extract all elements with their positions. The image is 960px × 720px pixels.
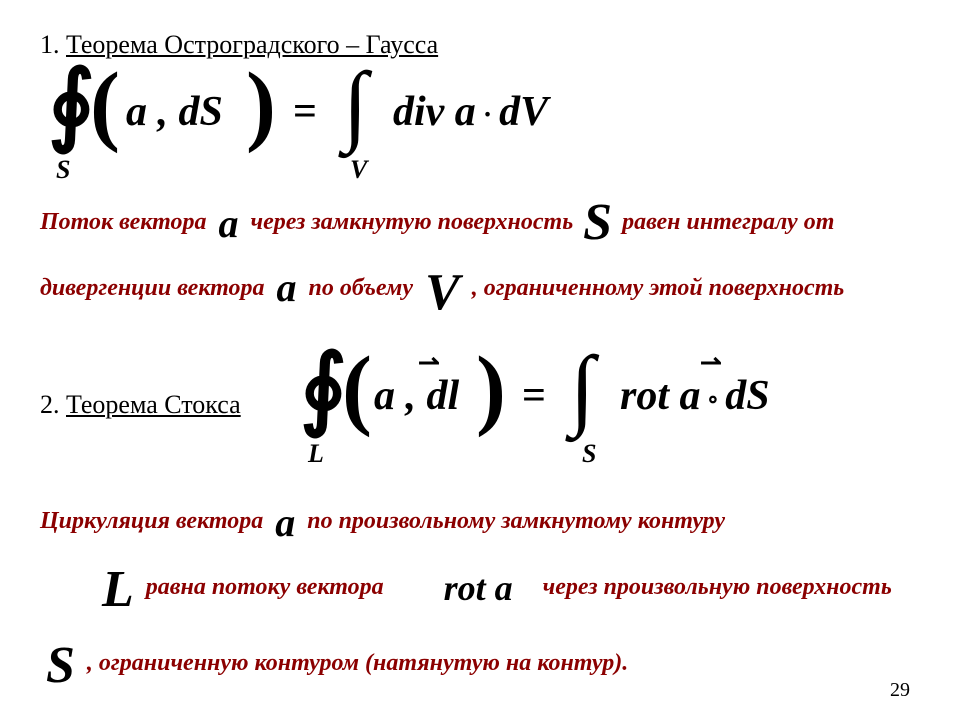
p2-t2: по произвольному замкнутому контуру [307, 508, 725, 534]
right-paren: ) [476, 344, 506, 434]
symbol-rot-a: rot a [438, 562, 519, 614]
dot-operator: ∘ [701, 387, 726, 412]
p2-t3: равна потоку вектора [146, 574, 384, 600]
int-subscript-V: V [350, 155, 367, 185]
rhs-dS: dS [725, 373, 769, 419]
equals-sign: = [293, 88, 317, 136]
equals-sign: = [522, 372, 546, 420]
p1-t2: через замкнутую поверхность [250, 209, 573, 235]
oint-symbol: ∮ [48, 60, 95, 150]
integrand-left: a , dS [126, 88, 223, 136]
symbol-S: S [40, 628, 81, 703]
dot-operator: · [476, 99, 499, 130]
oint-symbol: ∮ [300, 344, 347, 434]
heading-2: 2. Теорема Стокса [40, 390, 241, 420]
int-symbol: ∫ [570, 344, 595, 434]
row-theorem-2: 2. Теорема Стокса ∮ L ( ⇀ a , dl ) = ∫ S… [40, 350, 920, 470]
integrand-right: rot a ∘ dS [620, 372, 770, 420]
p2-t1: Циркуляция вектора [40, 508, 263, 534]
int-symbol: ∫ [343, 60, 368, 150]
theorem-1-statement: Поток вектора a через замкнутую поверхно… [40, 188, 920, 328]
symbol-V: V [419, 258, 466, 328]
heading-1: 1. Теорема Остроградского – Гаусса [40, 30, 920, 60]
left-paren: ( [342, 344, 372, 434]
heading-2-title: Теорема Стокса [66, 390, 241, 419]
heading-2-number: 2. [40, 390, 60, 419]
rhs-rot-a: rot a [620, 373, 701, 419]
integrand-left: a , dl [374, 372, 459, 420]
right-paren: ) [246, 60, 276, 150]
int-subscript-S: S [582, 439, 596, 469]
oint-subscript-S: S [56, 155, 70, 185]
left-paren: ( [90, 60, 120, 150]
theorem-2-statement: Циркуляция вектора a по произвольному за… [40, 494, 920, 703]
oint-subscript-L: L [308, 439, 324, 469]
equation-gauss: ∮ S ( a , dS ) = ∫ V div a · dV [48, 70, 920, 180]
integrand-right: div a · dV [393, 88, 548, 136]
p2-t5: , ограниченную контуром (натянутую на ко… [87, 650, 628, 676]
rhs-dV: dV [499, 89, 548, 135]
rhs-div-a: div a [393, 89, 476, 135]
symbol-a: a [212, 197, 244, 251]
symbol-S: S [579, 188, 616, 258]
p1-t5: , ограниченному этой поверхность [472, 275, 845, 301]
slide: 1. Теорема Остроградского – Гаусса ∮ S (… [0, 0, 960, 720]
symbol-a: a [269, 494, 301, 552]
symbol-a: a [271, 261, 303, 315]
page-number: 29 [890, 679, 910, 702]
p1-t1: Поток вектора [40, 209, 206, 235]
symbol-L: L [96, 552, 140, 627]
p2-t4: через произвольную поверхность [543, 574, 892, 600]
p1-t4: по объему [309, 275, 414, 301]
